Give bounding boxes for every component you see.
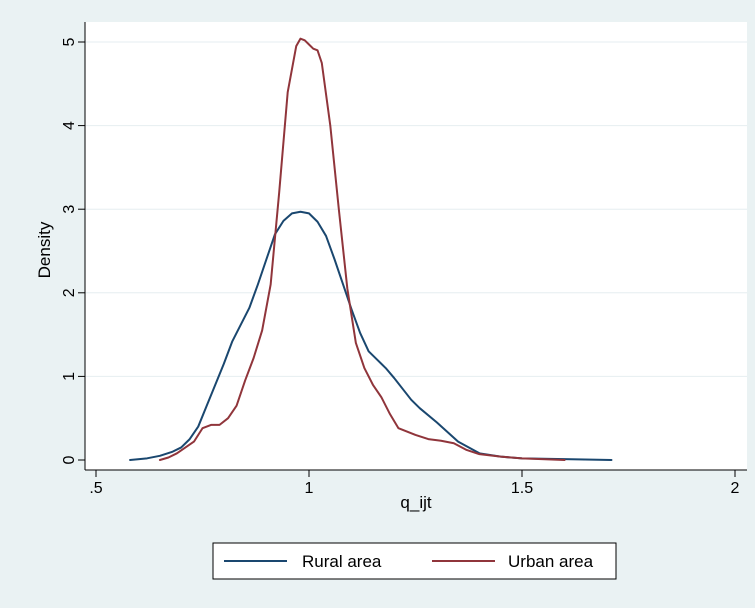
- grid-lines: [85, 41, 747, 377]
- x-tick-label-3: 2: [731, 480, 740, 497]
- y-tick-label-4: 4: [61, 121, 78, 130]
- x-tick-label-0: .5: [89, 480, 102, 497]
- series-line-urban: [158, 37, 566, 461]
- y-axis-title: Density: [35, 221, 54, 278]
- x-axis-title: q_ijt: [400, 493, 431, 512]
- legend: Rural area Urban area: [212, 542, 617, 580]
- plot-area: [85, 22, 747, 470]
- axes: [78, 22, 747, 477]
- y-tick-label-2: 2: [61, 288, 78, 297]
- y-tick-label-0: 0: [61, 455, 78, 464]
- tick-labels: 0 1 2 3 4 5 .5 1 1.5 2: [61, 37, 739, 497]
- series-line-rural: [129, 210, 613, 461]
- x-tick-label-2: 1.5: [511, 480, 533, 497]
- legend-label-urban: Urban area: [508, 552, 594, 571]
- series-lines: [129, 37, 613, 461]
- y-tick-label-5: 5: [61, 37, 78, 46]
- y-tick-label-1: 1: [61, 372, 78, 381]
- x-tick-label-1: 1: [305, 480, 314, 497]
- legend-label-rural: Rural area: [302, 552, 382, 571]
- y-tick-label-3: 3: [61, 205, 78, 214]
